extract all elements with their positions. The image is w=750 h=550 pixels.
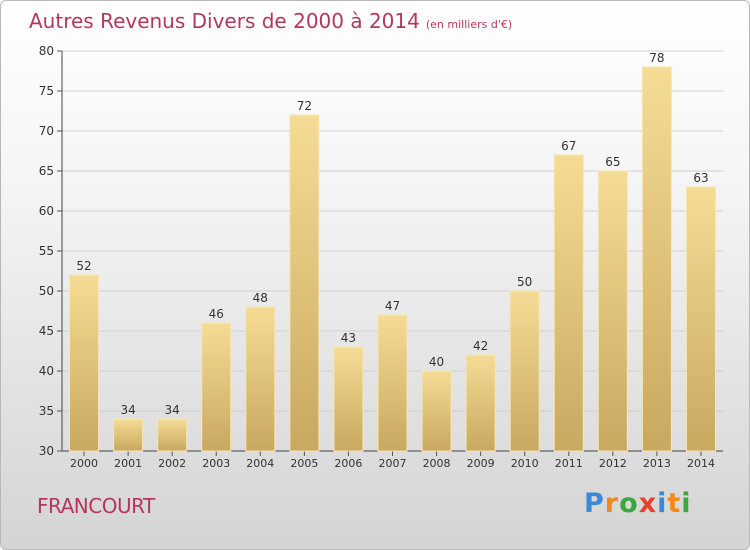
chart-title-text: Autres Revenus Divers de 2000 à 2014 bbox=[29, 9, 420, 33]
data-label: 42 bbox=[473, 339, 488, 353]
bar-2003 bbox=[201, 322, 232, 452]
y-tick-label: 75 bbox=[39, 84, 54, 98]
data-label: 43 bbox=[341, 331, 356, 345]
data-label: 46 bbox=[209, 307, 224, 321]
bar-2001 bbox=[113, 418, 144, 452]
data-label: 34 bbox=[120, 403, 135, 417]
data-label: 67 bbox=[561, 139, 576, 153]
logo-letter: x bbox=[638, 488, 658, 519]
x-tick-label: 2014 bbox=[687, 457, 715, 470]
x-tick-label: 2004 bbox=[246, 457, 274, 470]
data-labels: 52 34 34 46 48 72 43 47 40 42 50 67 65 78 63 bbox=[76, 51, 708, 417]
logo-letter: o bbox=[619, 488, 639, 519]
town-name: FRANCOURT bbox=[37, 494, 155, 518]
bar-2000 bbox=[69, 274, 100, 452]
x-tick-label: 2002 bbox=[158, 457, 186, 470]
x-tick-label: 2003 bbox=[202, 457, 230, 470]
x-tick-label: 2011 bbox=[555, 457, 583, 470]
y-tick-label: 40 bbox=[39, 364, 54, 378]
data-label: 65 bbox=[605, 155, 620, 169]
y-tick-label: 45 bbox=[39, 324, 54, 338]
y-tick-label: 60 bbox=[39, 204, 54, 218]
logo-letter: P bbox=[584, 488, 605, 519]
bar-2007 bbox=[377, 314, 408, 452]
x-tick-label: 2012 bbox=[599, 457, 627, 470]
bar-2006 bbox=[333, 346, 364, 452]
x-tick-label: 2010 bbox=[511, 457, 539, 470]
bar-2010 bbox=[509, 290, 540, 452]
x-tick-label: 2006 bbox=[334, 457, 362, 470]
bar-2004 bbox=[245, 306, 276, 452]
bar-2002 bbox=[157, 418, 188, 452]
y-tick-label: 35 bbox=[39, 404, 54, 418]
data-label: 52 bbox=[76, 259, 91, 273]
x-tick-label: 2005 bbox=[290, 457, 318, 470]
logo-letter: t bbox=[667, 488, 682, 519]
chart-title: Autres Revenus Divers de 2000 à 2014 (en … bbox=[29, 9, 512, 33]
data-label: 48 bbox=[253, 291, 268, 305]
x-tick-label: 2009 bbox=[467, 457, 495, 470]
y-tick-label: 70 bbox=[39, 124, 54, 138]
x-tick-label: 2007 bbox=[379, 457, 407, 470]
y-tick-label: 50 bbox=[39, 284, 54, 298]
bar-2005 bbox=[289, 114, 320, 452]
bar-2014 bbox=[685, 186, 716, 452]
bar-2013 bbox=[641, 66, 672, 452]
y-tick-label: 30 bbox=[39, 444, 54, 458]
bar-2008 bbox=[421, 370, 452, 452]
x-tick-label: 2008 bbox=[423, 457, 451, 470]
bar-2011 bbox=[553, 154, 584, 452]
logo-letter: i bbox=[657, 488, 668, 519]
logo-letter: i bbox=[681, 488, 692, 519]
data-label: 34 bbox=[165, 403, 180, 417]
proxiti-logo: Proxiti bbox=[584, 488, 692, 519]
logo-letter: r bbox=[604, 488, 620, 519]
data-label: 50 bbox=[517, 275, 532, 289]
chart-unit-note: (en milliers d'€) bbox=[425, 18, 513, 31]
data-label: 78 bbox=[649, 51, 664, 65]
x-tick-label: 2000 bbox=[70, 457, 98, 470]
x-tick-label: 2001 bbox=[114, 457, 142, 470]
data-label: 47 bbox=[385, 299, 400, 313]
bar-2009 bbox=[465, 354, 496, 452]
y-tick-label: 80 bbox=[39, 44, 54, 58]
y-tick-label: 65 bbox=[39, 164, 54, 178]
x-tick-label: 2013 bbox=[643, 457, 671, 470]
data-label: 40 bbox=[429, 355, 444, 369]
bars bbox=[69, 66, 716, 452]
y-tick-label: 55 bbox=[39, 244, 54, 258]
bar-2012 bbox=[597, 170, 628, 452]
data-label: 72 bbox=[297, 99, 312, 113]
data-label: 63 bbox=[693, 171, 708, 185]
